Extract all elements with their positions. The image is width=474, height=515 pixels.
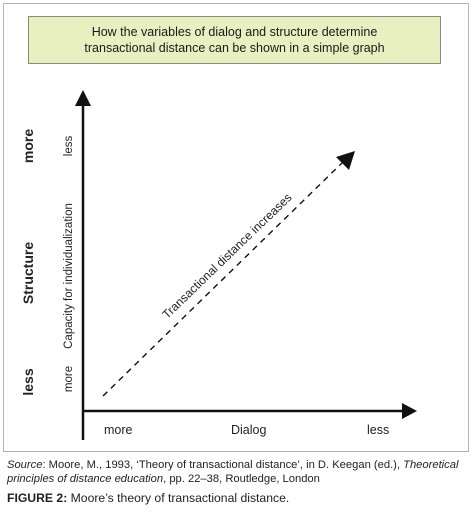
source-text: : Moore, M., 1993, ‘Theory of transactio… xyxy=(42,459,404,471)
source-note: Source: Moore, M., 1993, ‘Theory of tran… xyxy=(7,458,469,486)
capacity-less-label: less xyxy=(63,135,75,157)
figure-frame xyxy=(3,3,469,452)
source-title: Theoretical principles of distance educa… xyxy=(7,459,459,485)
header-box: How the variables of dialog and structur… xyxy=(28,16,441,64)
figure-caption: FIGURE 2: Moore’s theory of transactiona… xyxy=(7,491,289,505)
structure-more-label: more xyxy=(20,128,36,164)
diagonal-arrowhead xyxy=(336,151,355,170)
diagonal-dashed-line xyxy=(102,161,344,397)
structure-less-label: less xyxy=(20,368,36,396)
caption-label: FIGURE 2: xyxy=(7,491,68,505)
header-line-2: transactional distance can be shown in a… xyxy=(84,41,385,55)
capacity-more-label: more xyxy=(63,365,75,393)
source-prefix: Source xyxy=(7,459,43,471)
header-line-1: How the variables of dialog and structur… xyxy=(91,25,378,39)
dialog-axis-label: Dialog xyxy=(231,423,267,437)
dialog-less-label: less xyxy=(367,423,390,437)
dialog-more-label: more xyxy=(104,423,133,437)
caption-text: Moore’s theory of transactional distance… xyxy=(67,491,290,505)
source-suffix: , pp. 22–38, Routledge, London xyxy=(163,473,320,485)
structure-axis-label: Structure xyxy=(20,241,36,305)
y-axis-arrowhead xyxy=(75,90,91,106)
x-axis-arrowhead xyxy=(402,403,417,419)
capacity-axis-label: Capacity for individualization xyxy=(63,203,75,349)
